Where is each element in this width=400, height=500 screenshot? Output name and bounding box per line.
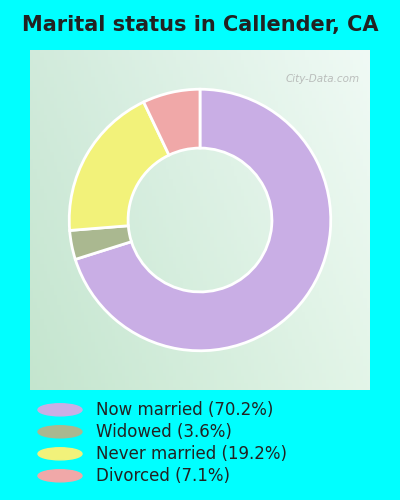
Wedge shape [144, 89, 200, 155]
Text: Now married (70.2%): Now married (70.2%) [96, 401, 273, 419]
Circle shape [38, 448, 82, 460]
Wedge shape [75, 89, 331, 351]
Circle shape [38, 404, 82, 416]
Text: Widowed (3.6%): Widowed (3.6%) [96, 423, 232, 441]
Wedge shape [69, 102, 169, 230]
Text: Divorced (7.1%): Divorced (7.1%) [96, 467, 230, 485]
Wedge shape [70, 226, 132, 260]
Circle shape [38, 426, 82, 438]
Text: Never married (19.2%): Never married (19.2%) [96, 445, 287, 463]
Text: City-Data.com: City-Data.com [286, 74, 360, 84]
Text: Marital status in Callender, CA: Marital status in Callender, CA [22, 15, 378, 35]
Circle shape [38, 470, 82, 482]
